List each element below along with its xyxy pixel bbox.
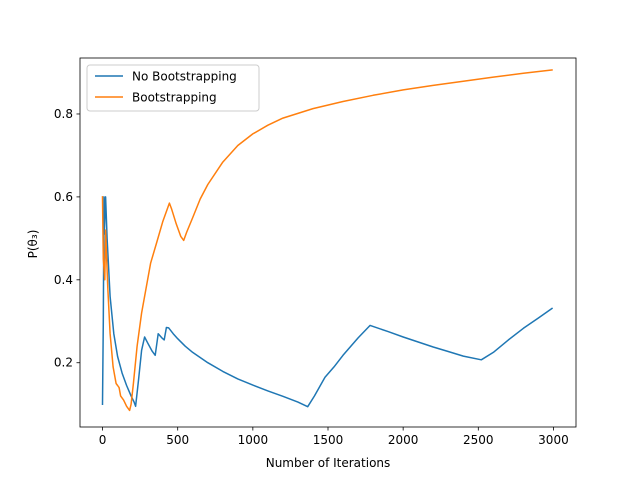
legend-label-2: Bootstrapping xyxy=(132,91,217,105)
x-tick-label: 500 xyxy=(166,433,189,447)
plot-lines xyxy=(101,69,554,412)
x-axis-label: Number of Iterations xyxy=(266,456,391,470)
x-tick-label: 1000 xyxy=(238,433,269,447)
x-axis: 0 500 1000 1500 2000 2500 3000 xyxy=(99,427,569,447)
y-tick-label: 0.6 xyxy=(54,190,73,204)
y-tick-label: 0.4 xyxy=(54,273,73,287)
x-tick-label: 1500 xyxy=(313,433,344,447)
series-line-2 xyxy=(101,69,553,412)
y-tick-label: 0.8 xyxy=(54,107,73,121)
y-tick-label: 0.2 xyxy=(54,356,73,370)
legend: No Bootstrapping Bootstrapping xyxy=(86,64,260,112)
x-tick-label: 3000 xyxy=(538,433,569,447)
legend-label-1: No Bootstrapping xyxy=(132,70,237,84)
y-axis: 0.2 0.4 0.6 0.8 xyxy=(54,107,80,370)
x-tick-label: 2000 xyxy=(388,433,419,447)
x-tick-label: 0 xyxy=(99,433,107,447)
legend-box xyxy=(86,64,260,112)
x-tick-label: 2500 xyxy=(463,433,494,447)
y-axis-label: P(θ₃) xyxy=(26,230,40,259)
series-line-1 xyxy=(101,196,554,408)
